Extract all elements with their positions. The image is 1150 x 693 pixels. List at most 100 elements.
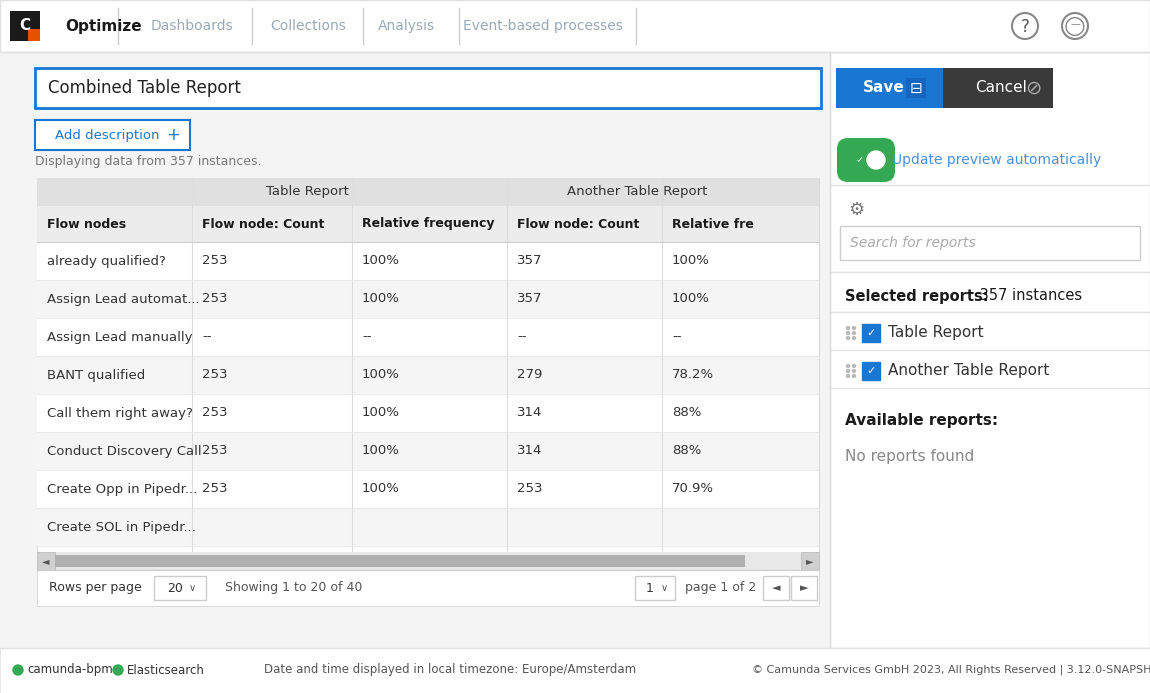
Text: Table Report: Table Report	[888, 326, 983, 340]
Text: ✓: ✓	[866, 328, 875, 338]
Text: --: --	[202, 331, 212, 344]
Text: Rows per page: Rows per page	[49, 581, 141, 595]
Bar	[37, 178, 819, 206]
Text: 100%: 100%	[362, 407, 400, 419]
Text: 88%: 88%	[672, 407, 701, 419]
Text: 314: 314	[518, 444, 543, 457]
Bar	[836, 68, 943, 108]
Text: Selected reports:: Selected reports:	[845, 288, 989, 304]
Circle shape	[113, 665, 123, 675]
Text: C: C	[20, 19, 31, 33]
Text: Available reports:: Available reports:	[845, 412, 998, 428]
Text: 279: 279	[518, 369, 543, 382]
Circle shape	[846, 326, 850, 329]
Circle shape	[852, 337, 856, 340]
Text: 253: 253	[202, 254, 228, 267]
Text: Relative frequency: Relative frequency	[362, 218, 494, 231]
Bar	[154, 576, 206, 600]
Text: —: —	[1071, 19, 1080, 29]
Circle shape	[852, 331, 856, 335]
Text: 100%: 100%	[362, 254, 400, 267]
Text: Update preview automatically: Update preview automatically	[892, 153, 1102, 167]
Text: ?: ?	[1020, 18, 1029, 36]
Circle shape	[867, 151, 886, 169]
Text: 253: 253	[202, 444, 228, 457]
Text: Assign Lead automat...: Assign Lead automat...	[47, 292, 200, 306]
Text: Displaying data from 357 instances.: Displaying data from 357 instances.	[34, 155, 261, 168]
Text: Relative fre: Relative fre	[672, 218, 754, 231]
Text: 78.2%: 78.2%	[672, 369, 714, 382]
Circle shape	[846, 369, 850, 373]
Bar	[0, 0, 1150, 52]
Bar	[37, 318, 819, 356]
Text: Search for reports: Search for reports	[850, 236, 975, 250]
Text: ⚙: ⚙	[848, 201, 864, 219]
Text: Save: Save	[862, 80, 905, 96]
Bar	[37, 178, 819, 570]
Circle shape	[852, 374, 856, 378]
Bar	[37, 280, 819, 318]
Text: 70.9%: 70.9%	[672, 482, 714, 495]
Circle shape	[852, 326, 856, 329]
Text: ⊟: ⊟	[910, 80, 922, 96]
Circle shape	[846, 374, 850, 378]
Text: © Camunda Services GmbH 2023, All Rights Reserved | 3.12.0-SNAPSHOT: © Camunda Services GmbH 2023, All Rights…	[752, 665, 1150, 675]
Text: Create Opp in Pipedr...: Create Opp in Pipedr...	[47, 482, 198, 495]
Bar	[37, 356, 819, 394]
Text: ►: ►	[806, 556, 814, 566]
Circle shape	[846, 331, 850, 335]
Bar	[830, 52, 1150, 648]
Circle shape	[13, 665, 23, 675]
Text: Dashboards: Dashboards	[151, 19, 233, 33]
Text: ⊘: ⊘	[1025, 78, 1041, 98]
Bar	[862, 324, 880, 342]
Text: ◄: ◄	[43, 556, 49, 566]
Text: Assign Lead manually: Assign Lead manually	[47, 331, 192, 344]
Bar	[37, 432, 819, 470]
Circle shape	[852, 365, 856, 367]
Text: Collections: Collections	[270, 19, 346, 33]
Bar	[28, 29, 40, 41]
Text: 100%: 100%	[672, 292, 710, 306]
Bar	[943, 68, 1053, 108]
Text: 253: 253	[202, 292, 228, 306]
Text: ◄: ◄	[772, 583, 780, 593]
Text: Elasticsearch: Elasticsearch	[126, 663, 205, 676]
Text: No reports found: No reports found	[845, 448, 974, 464]
Text: 357: 357	[518, 292, 543, 306]
Text: --: --	[362, 331, 371, 344]
Bar	[37, 552, 55, 570]
Text: Table Report: Table Report	[266, 186, 348, 198]
Text: ∨: ∨	[189, 583, 196, 593]
Bar	[37, 470, 819, 508]
Circle shape	[846, 337, 850, 340]
Text: 314: 314	[518, 407, 543, 419]
Bar	[37, 508, 819, 546]
Text: Flow node: Count: Flow node: Count	[202, 218, 324, 231]
Text: Combined Table Report: Combined Table Report	[48, 79, 240, 97]
Bar	[55, 555, 745, 567]
Text: 253: 253	[202, 482, 228, 495]
Circle shape	[846, 365, 850, 367]
Text: 20: 20	[167, 581, 183, 595]
Bar	[34, 68, 821, 108]
Text: Date and time displayed in local timezone: Europe/Amsterdam: Date and time displayed in local timezon…	[264, 663, 636, 676]
Text: ✓: ✓	[866, 366, 875, 376]
Text: Another Table Report: Another Table Report	[567, 186, 707, 198]
Text: 357 instances: 357 instances	[975, 288, 1082, 304]
Text: 100%: 100%	[362, 292, 400, 306]
Text: 357: 357	[518, 254, 543, 267]
Bar	[762, 576, 789, 600]
Bar	[10, 11, 40, 41]
Text: 100%: 100%	[362, 482, 400, 495]
Bar	[37, 206, 819, 242]
Bar	[791, 576, 816, 600]
Bar	[840, 226, 1140, 260]
Text: 253: 253	[202, 407, 228, 419]
Text: 100%: 100%	[362, 444, 400, 457]
Bar	[37, 394, 819, 432]
Text: Create SOL in Pipedr...: Create SOL in Pipedr...	[47, 520, 196, 534]
Text: Flow node: Count: Flow node: Count	[518, 218, 639, 231]
Bar	[635, 576, 675, 600]
Bar	[802, 552, 819, 570]
